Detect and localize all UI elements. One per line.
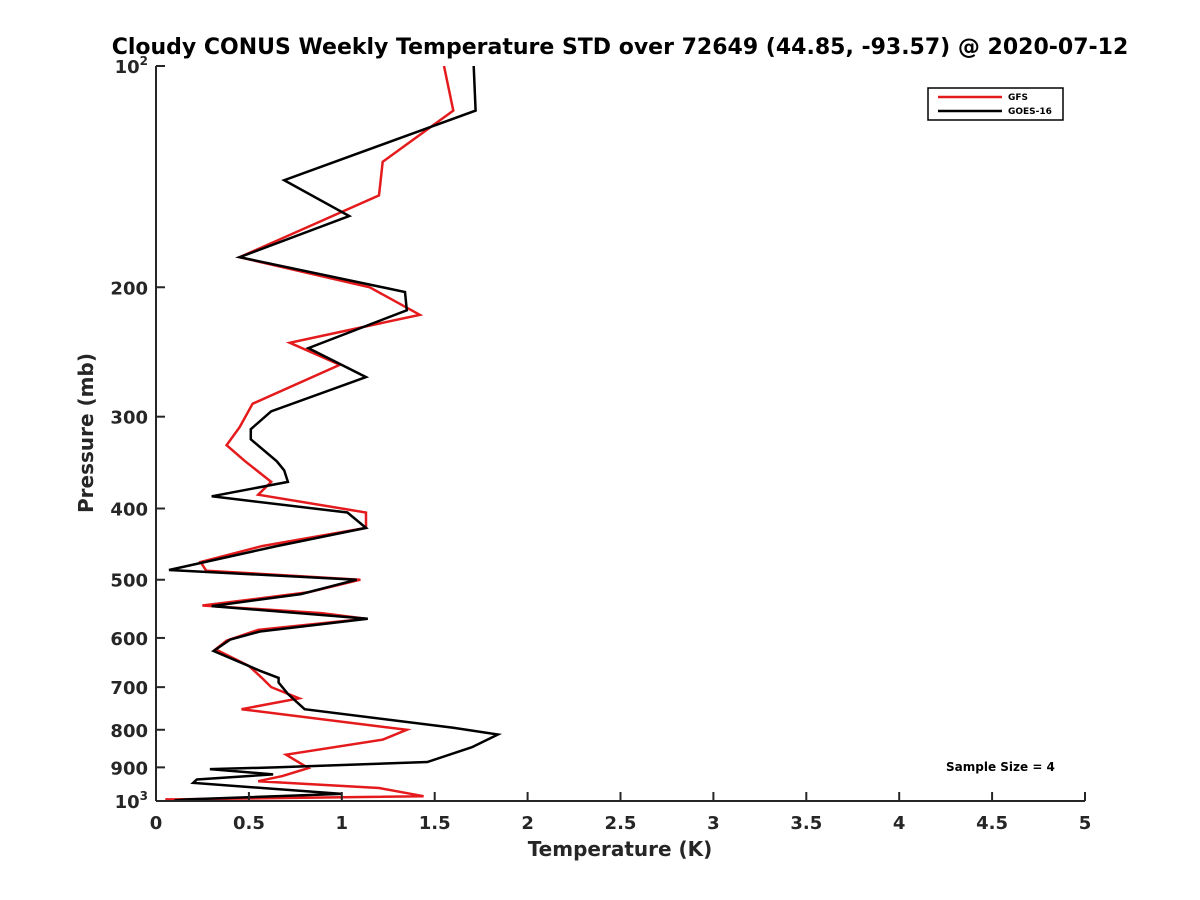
y-tick-label: 300	[110, 408, 148, 429]
legend-label-goes-16: GOES-16	[1008, 107, 1052, 117]
legend-box	[927, 87, 1064, 121]
x-tick-label: 2	[521, 813, 534, 834]
x-tick-label: 4.5	[976, 813, 1008, 834]
y-tick-label: 900	[110, 758, 148, 779]
y-tick-label: 103	[115, 789, 148, 813]
x-tick-label: 1.5	[419, 813, 451, 834]
y-tick-label: 400	[110, 500, 148, 521]
y-axis-label: Pressure (mb)	[74, 353, 98, 513]
x-tick-label: 5	[1079, 813, 1092, 834]
x-tick-label: 0.5	[233, 813, 265, 834]
x-tick-label: 0	[150, 813, 163, 834]
x-axis-label: Temperature (K)	[528, 837, 713, 861]
y-tick-label: 200	[110, 278, 148, 299]
series-layer	[165, 65, 503, 802]
y-tick-label: 600	[110, 629, 148, 650]
chart-legend: GFS GOES-16	[927, 87, 1064, 121]
legend-label-gfs: GFS	[1008, 93, 1028, 103]
y-tick-label: 800	[110, 721, 148, 742]
series-line-goes-16	[168, 65, 503, 802]
y-tick-label: 500	[110, 571, 148, 592]
x-tick-label: 4	[893, 813, 906, 834]
y-tick-label: 700	[110, 678, 148, 699]
x-tick-label: 3	[707, 813, 720, 834]
x-tick-label: 3.5	[790, 813, 822, 834]
x-axis-ticks: 0 0.5 1 1.5 2 2.5 3 3.5 4 4.5 5	[150, 792, 1092, 834]
x-tick-label: 1	[336, 813, 349, 834]
chart-title: Cloudy CONUS Weekly Temperature STD over…	[112, 35, 1129, 60]
plot-area: 0 0.5 1 1.5 2 2.5 3 3.5 4 4.5 5 1 0 2 200 300 400 500 600…	[110, 54, 1091, 834]
sample-size-annotation: Sample Size = 4	[946, 760, 1055, 774]
x-tick-label: 2.5	[605, 813, 637, 834]
